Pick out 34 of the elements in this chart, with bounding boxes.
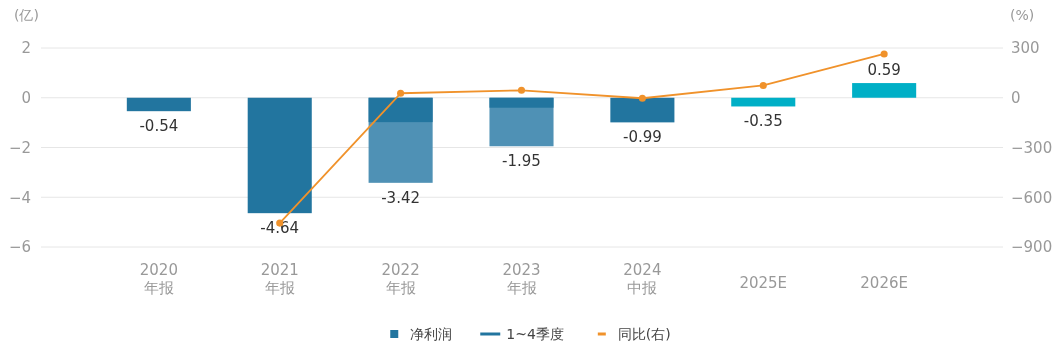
- data-label: -3.42: [381, 188, 421, 207]
- x-tick-label: 2020 年报: [139, 261, 178, 297]
- x-tick-label: 2022 年报: [381, 261, 420, 297]
- y-tick-label: 2: [21, 39, 31, 58]
- y-tick-label: −4: [8, 188, 31, 207]
- x-tick-label: 2023 年报: [502, 261, 541, 297]
- point: [397, 89, 405, 97]
- y-axis-title: (亿): [14, 7, 39, 23]
- y2-tick-label: 0: [1011, 89, 1021, 108]
- point: [880, 50, 888, 58]
- data-label: 0.59: [867, 61, 901, 80]
- legend-label: 1~4季度: [506, 326, 564, 342]
- y2-tick-label: 300: [1011, 39, 1040, 58]
- x-tick-label: 2021 年报: [260, 261, 299, 297]
- y2-tick-label: −900: [1011, 238, 1053, 257]
- y-tick-label: −6: [8, 238, 31, 257]
- data-label: -0.35: [743, 112, 783, 131]
- data-label: -4.64: [260, 219, 300, 238]
- y-tick-label: −2: [8, 138, 31, 157]
- point: [517, 86, 526, 94]
- x-tick-label: 2025E: [739, 274, 788, 292]
- legend-label: 同比(右): [617, 326, 671, 342]
- x-tick-label: 2026E: [860, 274, 908, 292]
- y-tick-label: 0: [21, 89, 31, 108]
- y2-tick-label: −300: [1011, 138, 1053, 157]
- y2-axis-title: (%): [1010, 7, 1035, 23]
- legend-label: 净利润: [410, 326, 453, 342]
- x-tick-label: 2024 中报: [623, 261, 662, 297]
- data-label: -0.99: [622, 128, 662, 147]
- data-label: -1.95: [502, 152, 541, 171]
- y2-tick-label: −600: [1011, 188, 1053, 207]
- data-label: -0.54: [139, 117, 179, 136]
- point: [759, 81, 767, 90]
- point: [638, 94, 646, 102]
